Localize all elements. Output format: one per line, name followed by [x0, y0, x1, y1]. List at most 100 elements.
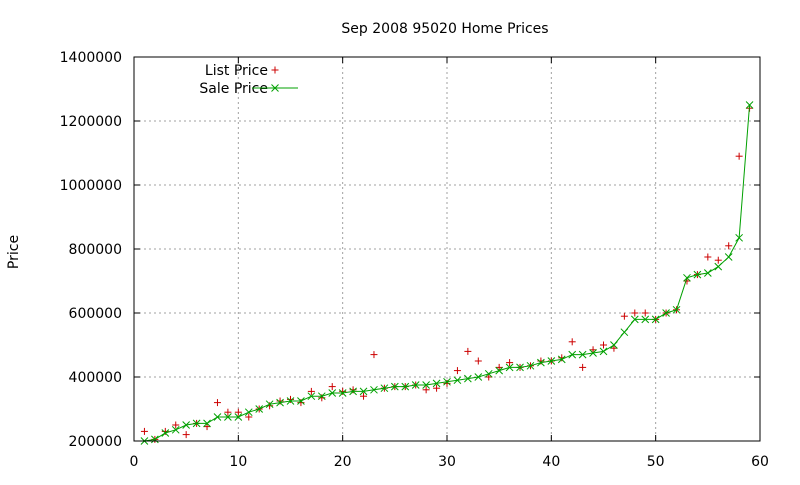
legend: List Price Sale Price: [199, 63, 298, 97]
list-price-point: [203, 423, 211, 431]
list-price-point: [725, 242, 733, 250]
x-tick-label: 10: [229, 454, 247, 470]
x-marker-b: [380, 384, 389, 393]
series-sale-price: [140, 101, 754, 445]
x-marker-b: [422, 381, 430, 389]
list-price-point: [182, 431, 190, 439]
series-list-price: [140, 104, 754, 443]
y-axis-label: Price: [6, 235, 22, 269]
sale-price-point: [213, 413, 222, 421]
list-price-point: [631, 309, 639, 317]
list-price-point: [245, 413, 253, 421]
y-tick-label: 1000000: [60, 178, 122, 194]
x-marker-b: [224, 413, 232, 421]
list-price-point: [318, 394, 326, 402]
list-price-point: [568, 338, 576, 346]
list-price-point: [443, 379, 451, 387]
y-tick-label: 200000: [69, 434, 122, 450]
sale-price-point: [495, 366, 504, 375]
sale-price-point: [651, 315, 660, 324]
y-tick-label: 1200000: [60, 114, 122, 130]
x-marker-b: [411, 381, 420, 389]
x-marker-b: [390, 382, 399, 391]
x-marker-b: [349, 387, 357, 396]
x-marker-b: [286, 397, 295, 405]
x-marker-b: [453, 376, 462, 385]
legend-label: List Price: [205, 63, 268, 79]
x-marker-b: [234, 413, 243, 421]
x-marker-b: [662, 309, 670, 317]
x-marker-b: [213, 413, 222, 421]
x-marker-b: [589, 349, 597, 357]
legend-marker: [271, 66, 279, 74]
sale-price-point: [286, 397, 295, 405]
sale-price-point: [422, 381, 430, 389]
list-price-point: [349, 386, 357, 394]
sale-price-point: [589, 349, 597, 357]
y-tick-label: 800000: [69, 242, 122, 258]
sale-price-point: [683, 273, 691, 282]
x-marker-b: [255, 405, 264, 413]
x-tick-label: 40: [542, 454, 560, 470]
sale-price-point: [703, 269, 712, 277]
series-marks: [140, 101, 754, 445]
list-price-point: [641, 309, 649, 317]
sale-price-point: [370, 385, 378, 394]
x-marker-b: [276, 398, 284, 407]
x-marker-b: [599, 347, 608, 356]
sale-price-point: [297, 397, 305, 405]
sale-price-point: [255, 405, 264, 413]
sale-price-point: [453, 376, 462, 385]
x-marker-b: [265, 400, 274, 409]
y-tick-label: 600000: [69, 306, 122, 322]
list-price-point: [224, 408, 232, 416]
x-tick-label: 60: [751, 454, 769, 470]
chart-title: Sep 2008 95020 Home Prices: [341, 21, 548, 37]
x-marker-b: [432, 379, 441, 388]
x-marker-b: [203, 419, 211, 428]
x-marker-b: [610, 341, 618, 349]
x-marker-b: [537, 358, 545, 367]
sale-price-point: [380, 384, 389, 393]
sale-price-point: [745, 101, 754, 109]
x-marker-b: [192, 419, 201, 428]
sale-price-point: [349, 387, 357, 396]
list-price-point: [589, 346, 597, 354]
x-marker-b: [307, 392, 316, 401]
list-price-point: [506, 359, 514, 367]
list-price-point: [307, 387, 315, 395]
sale-price-point: [578, 350, 587, 359]
sale-price-point: [443, 377, 451, 386]
x-marker-b: [641, 315, 650, 324]
x-marker-b: [714, 262, 723, 271]
x-marker-b: [547, 357, 556, 365]
x-marker-b: [474, 373, 483, 381]
sale-price-point: [359, 387, 368, 396]
sale-price-point: [317, 392, 326, 401]
x-marker-b: [557, 355, 566, 364]
list-price-point: [600, 341, 607, 349]
x-marker-b: [745, 101, 754, 109]
sale-price-point: [244, 408, 253, 417]
list-price-point: [172, 421, 180, 429]
x-tick-label: 30: [438, 454, 456, 470]
x-marker-b: [683, 273, 691, 282]
x-marker-b: [484, 369, 493, 378]
list-price-point: [610, 344, 618, 352]
sale-price-point: [276, 398, 284, 407]
list-price-point: [620, 312, 628, 320]
list-price-point: [453, 367, 461, 375]
x-marker-b: [317, 392, 326, 401]
list-price-point: [140, 427, 148, 435]
sale-price-point: [505, 363, 514, 372]
x-marker-b: [182, 421, 191, 429]
x-marker-b: [568, 350, 577, 359]
sale-price-point: [338, 389, 347, 397]
x-marker-b: [464, 374, 472, 383]
x-marker-b: [495, 366, 504, 375]
x-marker-b: [328, 389, 337, 397]
sale-price-point: [714, 262, 723, 271]
x-marker-b: [244, 408, 253, 417]
list-price-point: [328, 383, 336, 391]
list-price-point: [537, 357, 545, 365]
